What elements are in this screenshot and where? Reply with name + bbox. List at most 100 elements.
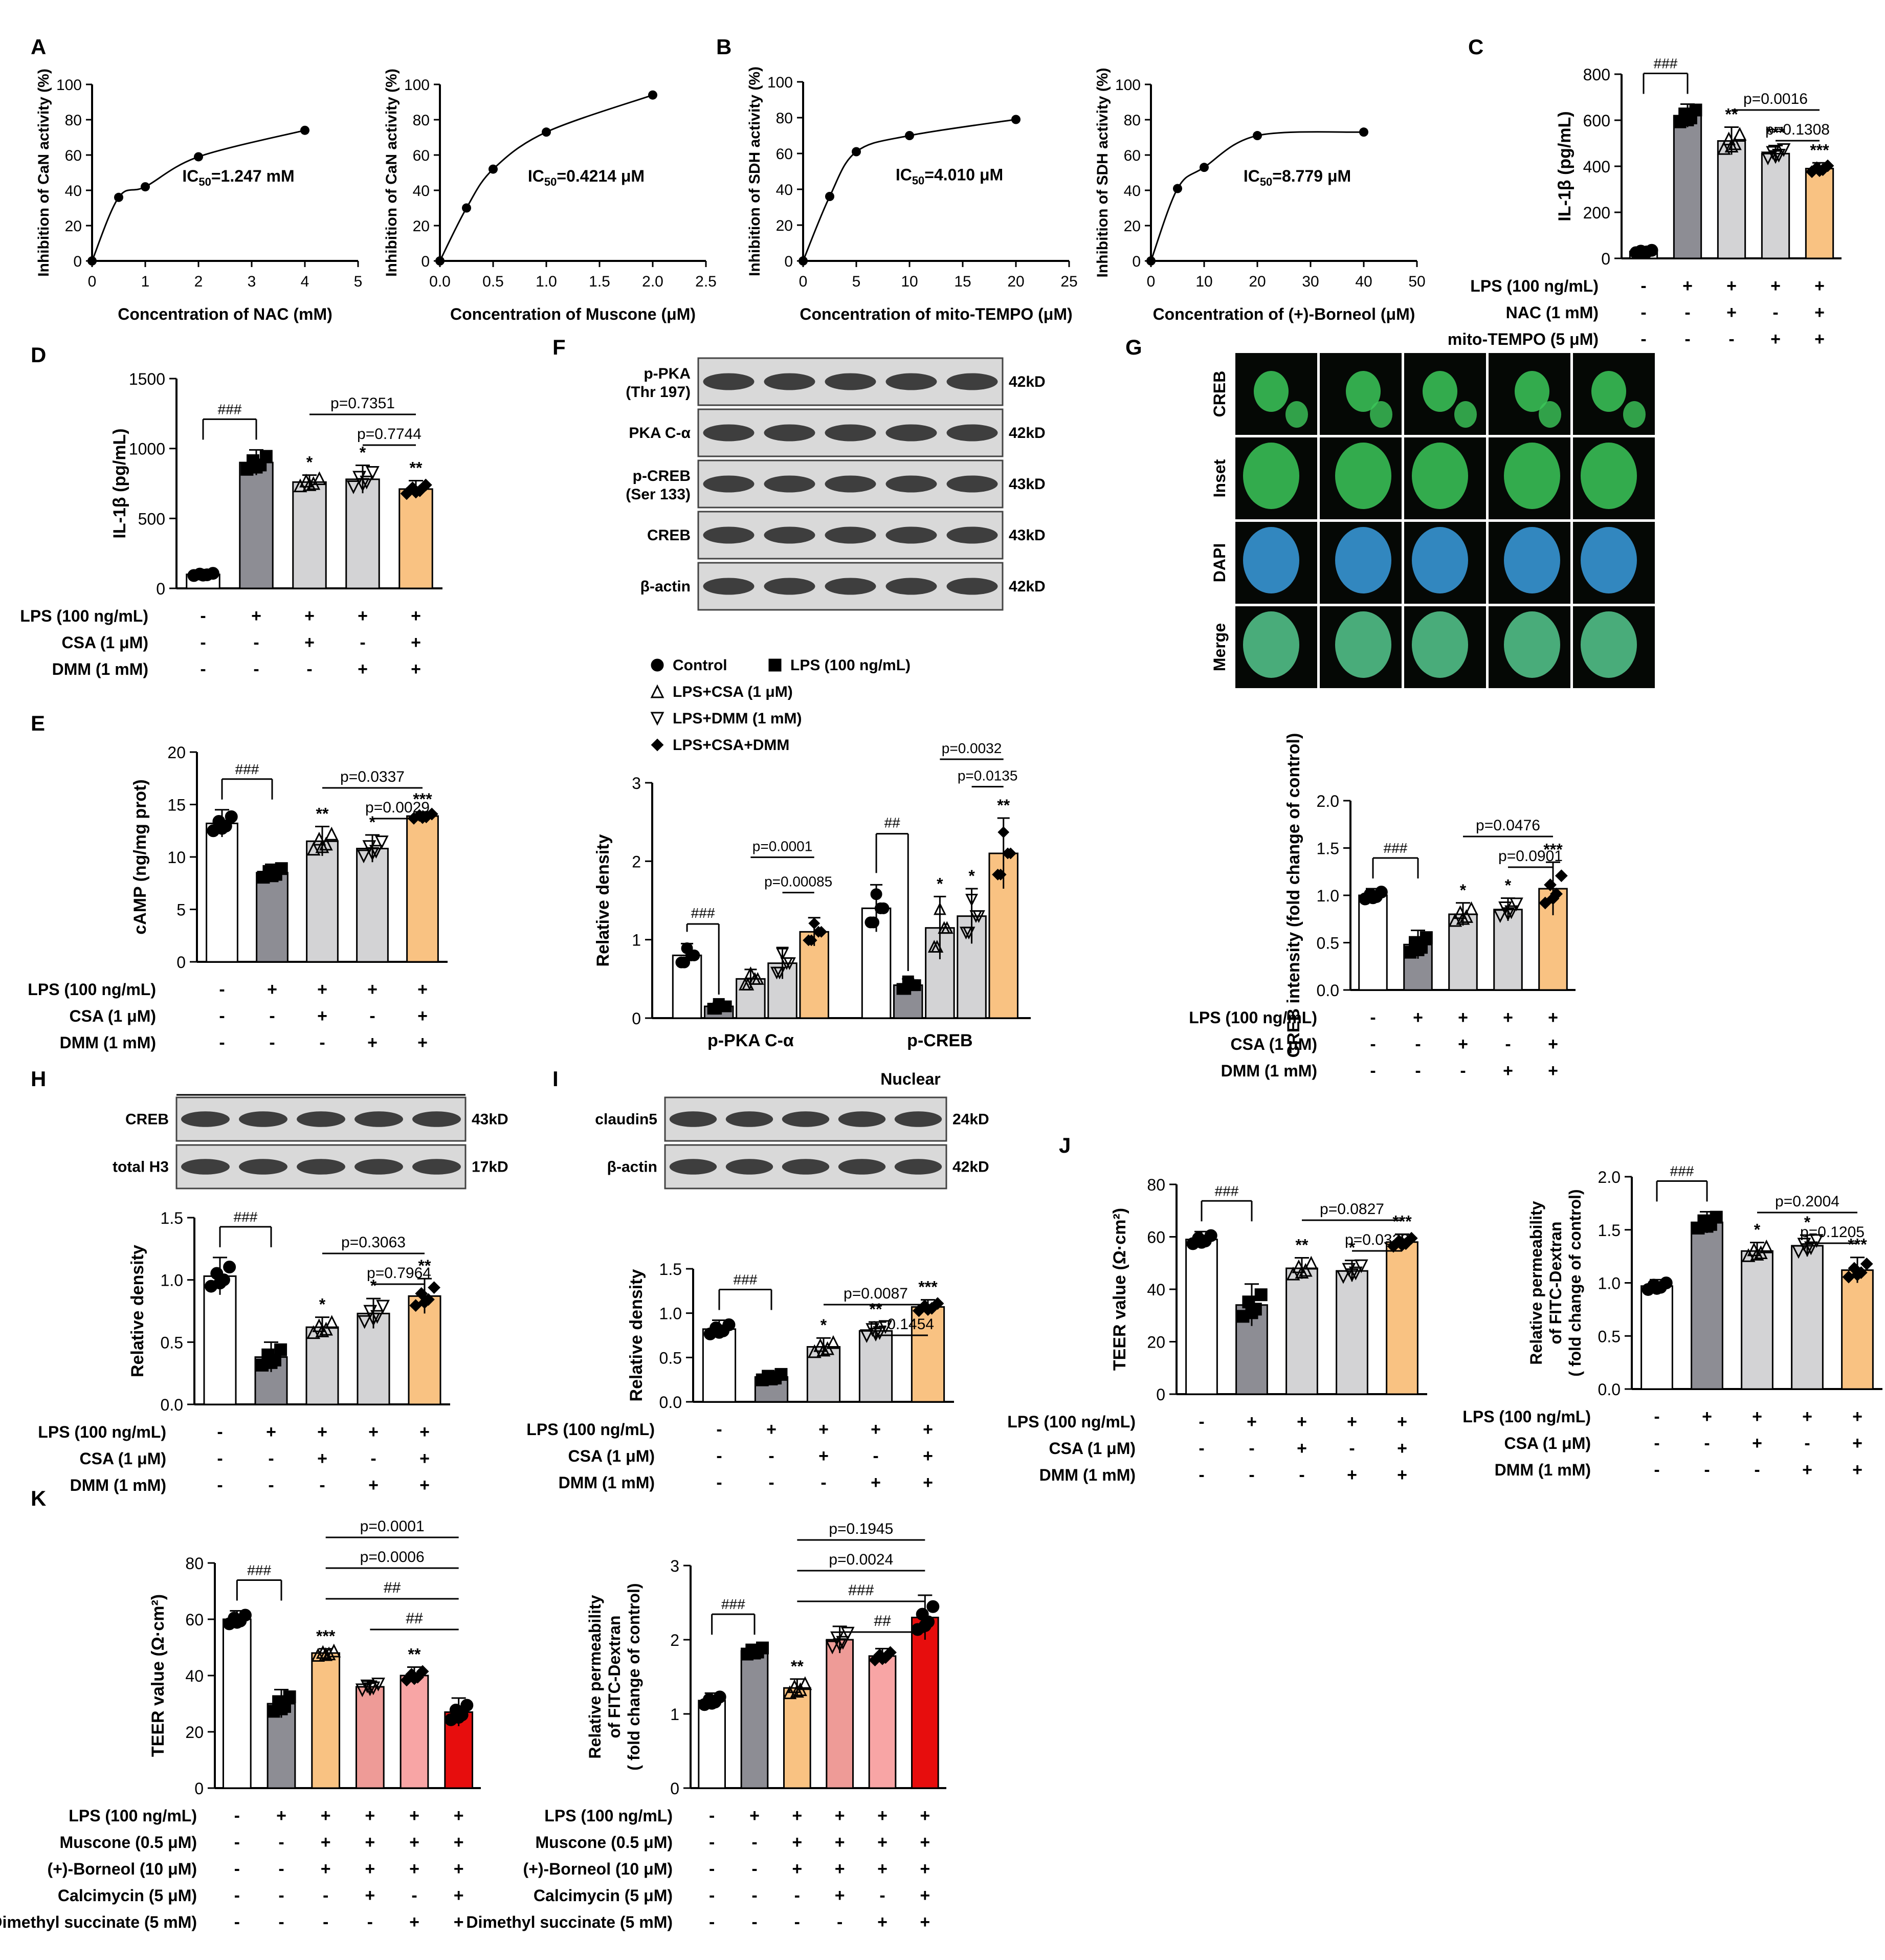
bracket-pvalue: p=0.0006: [360, 1549, 425, 1566]
condition-sign: -: [1684, 329, 1690, 349]
condition-sign: -: [1249, 1439, 1254, 1458]
data-point: [462, 203, 471, 213]
bar: [406, 815, 439, 963]
y-tick-label: 800: [1583, 65, 1610, 84]
condition-sign: +: [1347, 1465, 1357, 1485]
dot-marker: [1005, 847, 1017, 860]
condition-sign: -: [1460, 1061, 1466, 1081]
dot-marker: [302, 477, 317, 491]
blot-kd-label: 42kD: [1009, 425, 1046, 442]
condition-sign: -: [709, 1886, 715, 1905]
dot-marker: [1304, 1256, 1318, 1270]
panel-label-i: I: [552, 1067, 559, 1091]
dot-marker: [1637, 246, 1650, 259]
y-tick-label: 1.5: [659, 1260, 682, 1279]
legend-entry: LPS (100 ng/mL): [790, 657, 911, 674]
y-tick-label: 40: [1147, 1281, 1165, 1299]
dot-marker: [1336, 1270, 1350, 1284]
condition-sign: -: [1199, 1465, 1204, 1485]
y-tick-label: 0.5: [1598, 1327, 1621, 1346]
condition-label: LPS (100 ng/mL): [1189, 1008, 1317, 1027]
y-axis-label: Relative density: [627, 1269, 646, 1401]
y-tick-label: 20: [167, 743, 186, 762]
y-tick-label: 1.0: [161, 1271, 183, 1290]
condition-label: Muscone (0.5 μM): [536, 1833, 673, 1852]
bar: [1673, 115, 1702, 259]
bar: [1285, 1267, 1318, 1395]
dot-marker: [825, 1640, 839, 1655]
dot-marker: [1539, 896, 1552, 910]
bar: [1691, 1221, 1723, 1390]
significance-stars: **: [408, 1645, 421, 1664]
significance-stars: ***: [1392, 1212, 1412, 1230]
data-point: [300, 125, 309, 135]
bar: [1448, 913, 1478, 991]
dot-marker: [275, 862, 288, 875]
micrograph-row-label: DAPI: [1210, 543, 1229, 582]
dot-marker: [933, 902, 946, 915]
condition-label: CSA (1 μM): [568, 1447, 655, 1465]
x-tick-label: 25: [1060, 273, 1077, 290]
bracket-pvalue: p=0.3063: [341, 1234, 406, 1251]
panel-label-h: H: [31, 1067, 47, 1091]
condition-sign: +: [321, 1833, 331, 1852]
significance-stars: *: [306, 453, 313, 472]
significance-stars: **: [1296, 1236, 1309, 1254]
condition-sign: -: [234, 1912, 240, 1932]
y-tick-label: 20: [1147, 1333, 1165, 1352]
dot-marker: [363, 1682, 377, 1697]
condition-sign: +: [276, 1806, 286, 1825]
blot-band: [764, 424, 815, 442]
data-point: [1146, 256, 1156, 266]
y-tick-label: 0.0: [161, 1396, 183, 1414]
legend-entry: LPS+CSA (1 μM): [673, 684, 793, 700]
bracket-pvalue: ##: [874, 1613, 891, 1629]
dot-marker: [1771, 148, 1786, 163]
bar: [239, 461, 274, 589]
dot-marker: [1650, 1282, 1664, 1295]
condition-sign: -: [253, 659, 259, 679]
nucleus: [1539, 401, 1561, 428]
condition-sign: -: [1654, 1407, 1659, 1426]
blot-band: [725, 1159, 773, 1175]
dot-marker: [1195, 1236, 1208, 1249]
significance-stars: *: [1754, 1221, 1761, 1239]
condition-sign: +: [367, 1033, 378, 1052]
x-tick-label: 0.0: [429, 273, 451, 290]
dot-marker: [369, 845, 383, 859]
x-tick-label: 0: [88, 273, 97, 290]
condition-label: DMM (1 mM): [1039, 1466, 1136, 1484]
blot-band: [354, 1159, 403, 1175]
y-tick-label: 0: [73, 253, 82, 270]
condition-sign: +: [1770, 329, 1781, 349]
condition-sign: -: [716, 1446, 722, 1466]
condition-sign: +: [251, 606, 261, 626]
dot-marker: [866, 1323, 880, 1337]
data-point: [542, 127, 551, 137]
condition-sign: -: [1370, 1034, 1376, 1054]
y-axis-label: ( fold change of control): [625, 1583, 643, 1770]
dot-marker: [1809, 1234, 1824, 1248]
condition-sign: -: [219, 1033, 225, 1052]
ic50-annotation: IC50=4.010 μM: [896, 166, 1003, 187]
dot-marker: [416, 811, 429, 824]
condition-sign: +: [267, 980, 277, 999]
x-tick-label: 15: [954, 273, 971, 290]
condition-sign: -: [716, 1420, 722, 1439]
dot-marker: [765, 1372, 778, 1385]
dot-marker: [713, 1326, 726, 1339]
bar: [740, 1650, 769, 1789]
condition-sign: +: [317, 1422, 327, 1442]
y-axis-label: ( fold change of control): [1566, 1189, 1584, 1376]
x-tick-label: 1.0: [536, 273, 557, 290]
condition-sign: -: [794, 1886, 800, 1905]
significance-stars: ***: [1543, 840, 1563, 858]
condition-sign: -: [1704, 1434, 1710, 1453]
condition-sign: +: [1458, 1008, 1468, 1027]
condition-sign: +: [1413, 1008, 1423, 1027]
dot-marker: [1501, 907, 1515, 921]
bar: [206, 822, 238, 963]
bar: [702, 1328, 737, 1403]
blot-band: [782, 1111, 830, 1127]
significance-stars: **: [1725, 105, 1738, 124]
